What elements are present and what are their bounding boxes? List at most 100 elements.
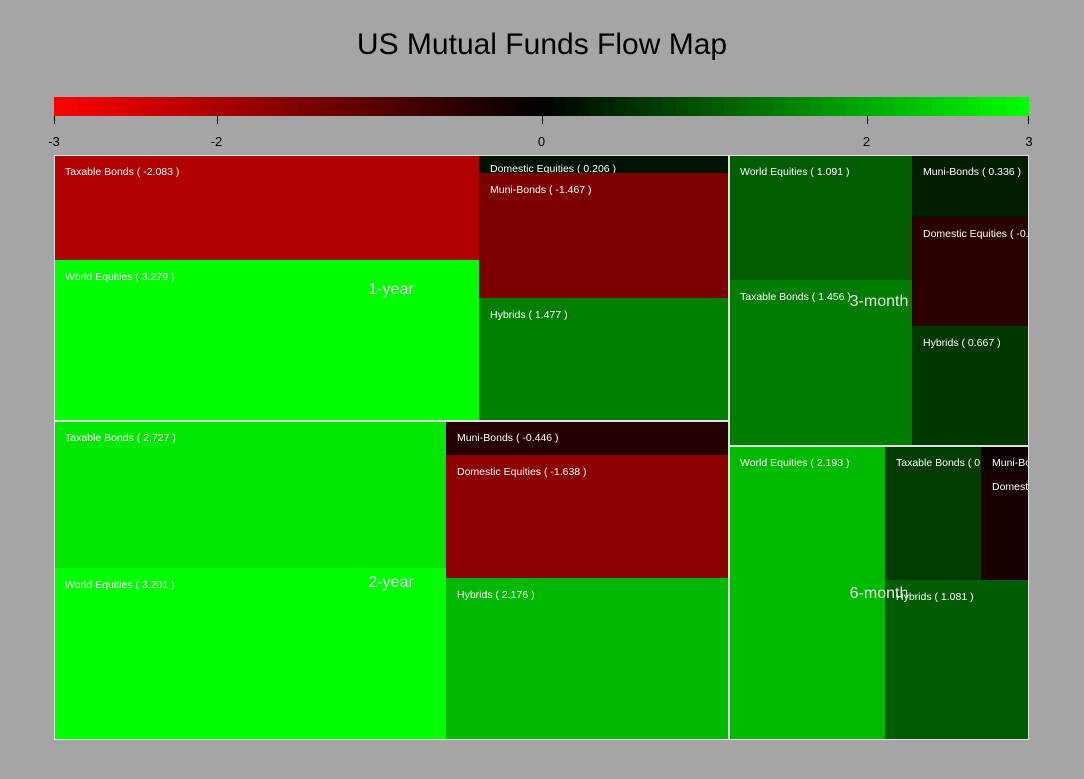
color-scale-segment: [273, 97, 286, 116]
color-scale-segment: [419, 97, 432, 116]
color-scale-segment: [809, 97, 822, 116]
color-scale-segment: [90, 97, 103, 116]
treemap-group-label: 3-month: [849, 293, 909, 310]
color-scale-segment: [66, 97, 79, 116]
treemap-cell[interactable]: Taxable Bonds ( -2.083 ): [54, 155, 479, 260]
color-scale-segment: [224, 97, 237, 116]
color-scale-tick-mark: [1028, 116, 1029, 124]
color-scale-segment: [955, 97, 969, 116]
treemap-cell[interactable]: Muni-Bonds ( -1.467 ): [479, 173, 729, 298]
color-scale-segment: [395, 97, 408, 116]
color-scale-segment: [614, 97, 627, 116]
treemap-cell-label: World Equities ( 3.279 ): [65, 271, 175, 283]
color-scale-segment: [980, 97, 993, 116]
color-scale-segment: [127, 97, 140, 116]
color-scale-segment: [785, 97, 798, 116]
color-scale-segment: [322, 97, 335, 116]
color-scale-bar: [54, 97, 1029, 116]
color-scale-segment: [565, 97, 579, 116]
color-scale-tick-label: 3: [1025, 134, 1033, 149]
treemap-cell[interactable]: Muni-Bonds ( 0.336 ): [912, 155, 1029, 217]
treemap-cell-label: Hybrids ( 1.081 ): [896, 591, 974, 603]
color-scale-segment: [309, 97, 323, 116]
color-scale-segment: [724, 97, 737, 116]
color-scale-segment: [249, 97, 262, 116]
treemap-group-label: 2-year: [368, 574, 414, 591]
color-scale-tick-mark: [217, 116, 218, 124]
color-scale-tick-mark: [54, 116, 55, 124]
color-scale-segment: [639, 97, 652, 116]
treemap-cell-label: Muni-Bo: [992, 457, 1029, 469]
color-scale-segment: [943, 97, 956, 116]
treemap-cell[interactable]: World Equities ( 1.091 ): [729, 155, 912, 280]
color-scale-tick-label: 0: [537, 134, 546, 149]
color-scale-segment: [504, 97, 518, 116]
treemap-cell[interactable]: Taxable Bonds ( 2.727 ): [54, 421, 446, 568]
color-scale-segment: [175, 97, 189, 116]
color-scale-segment: [760, 97, 774, 116]
color-scale-segment: [821, 97, 834, 116]
treemap-group-label: 6-month: [849, 585, 909, 602]
treemap-cell-label: Taxable Bonds ( 0: [896, 457, 981, 469]
color-scale-tick-mark: [542, 116, 543, 124]
color-scale-segment: [1016, 97, 1029, 116]
treemap-cell-label: Muni-Bonds ( -0.446 ): [457, 432, 559, 444]
color-scale-segment: [236, 97, 249, 116]
color-scale-segment: [444, 97, 457, 116]
color-scale-segment: [517, 97, 530, 116]
treemap-cell[interactable]: World Equities ( 2.193 ): [729, 446, 885, 740]
treemap-cell[interactable]: Domestic Equities ( 0.206 ): [479, 155, 729, 173]
color-scale-segment: [407, 97, 420, 116]
color-scale-segment: [578, 97, 591, 116]
color-scale-segment: [456, 97, 469, 116]
color-scale-segment: [992, 97, 1005, 116]
treemap-cell[interactable]: Domestic Equities ( -1.638 ): [446, 455, 729, 578]
treemap-cell[interactable]: Hybrids ( 1.081 ): [885, 580, 1029, 740]
treemap-cell[interactable]: Domest: [981, 470, 1029, 580]
treemap-cell-label: Taxable Bonds ( 2.727 ): [65, 432, 176, 444]
treemap-cell-label: Hybrids ( 1.477 ): [490, 309, 568, 321]
treemap-cell[interactable]: World Equities ( 3.279 ): [54, 260, 479, 421]
color-scale-segment: [675, 97, 688, 116]
color-scale-segment: [54, 97, 67, 116]
color-scale-segment: [163, 97, 176, 116]
color-scale-segment: [968, 97, 981, 116]
treemap-cell[interactable]: World Equities ( 3.201 ): [54, 568, 446, 740]
color-scale-segment: [736, 97, 749, 116]
color-scale-segment: [334, 97, 347, 116]
color-scale-segment: [358, 97, 371, 116]
treemap-cell[interactable]: Hybrids ( 0.667 ): [912, 326, 1029, 446]
treemap-cell[interactable]: Muni-Bonds ( -0.446 ): [446, 421, 729, 455]
treemap-cell[interactable]: Domestic Equities ( -0.5: [912, 217, 1029, 326]
treemap-cell-label: Domestic Equities ( -0.5: [923, 228, 1029, 240]
color-scale-segment: [151, 97, 164, 116]
chart-title: US Mutual Funds Flow Map: [356, 28, 728, 61]
treemap-cell-label: World Equities ( 3.201 ): [65, 579, 175, 591]
color-scale-segment: [919, 97, 932, 116]
treemap-cell-label: Taxable Bonds ( 1.456 ): [740, 291, 851, 303]
color-scale-segment: [212, 97, 225, 116]
color-scale-segment: [114, 97, 128, 116]
treemap-cell[interactable]: Hybrids ( 2.176 ): [446, 578, 729, 740]
treemap: Taxable Bonds ( -2.083 ) World Equities (…: [54, 155, 1029, 740]
color-scale-segment: [797, 97, 810, 116]
color-scale-segment: [468, 97, 481, 116]
treemap-cell-label: Hybrids ( 0.667 ): [923, 337, 1001, 349]
color-scale-tick-mark: [867, 116, 868, 124]
color-scale-tick-label: -2: [210, 134, 223, 149]
treemap-cell[interactable]: Taxable Bonds ( 0: [885, 446, 981, 580]
color-scale-segment: [882, 97, 895, 116]
color-scale-segment: [712, 97, 725, 116]
color-scale-segment: [200, 97, 213, 116]
color-scale-segment: [102, 97, 115, 116]
treemap-cell[interactable]: Muni-Bo: [981, 446, 1029, 470]
color-scale-segment: [431, 97, 444, 116]
treemap-cell[interactable]: Taxable Bonds ( 1.456 ): [729, 280, 912, 446]
treemap-cell[interactable]: Hybrids ( 1.477 ): [479, 298, 729, 421]
color-scale-segment: [188, 97, 201, 116]
treemap-cell-label: Muni-Bonds ( -1.467 ): [490, 184, 592, 196]
color-scale-segment: [541, 97, 554, 116]
treemap-cell-label: Domestic Equities ( -1.638 ): [457, 466, 587, 478]
color-scale-segment: [870, 97, 883, 116]
treemap-cell-label: Domest: [992, 481, 1029, 493]
